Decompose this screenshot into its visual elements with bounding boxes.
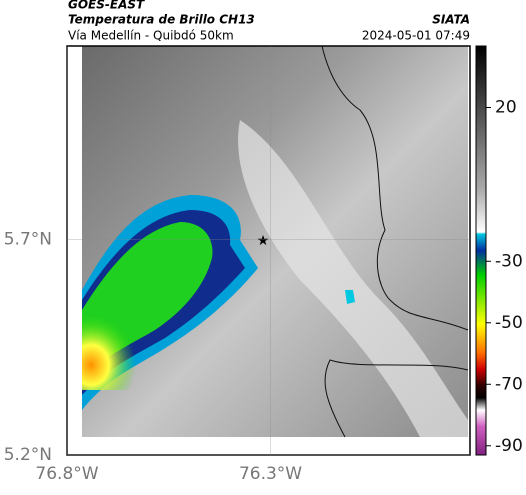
x-tick-label: 76.3°W [239,464,302,484]
imagery: ★ [82,45,469,438]
x-tick-label: 76.8°W [35,464,98,484]
colorbar-tick-label: -50 [495,313,523,333]
svg-text:★: ★ [257,233,270,249]
colorbar-tick-label: -90 [495,436,523,456]
y-tick-label: 5.2°N [4,445,52,465]
colorbar-tick-label: 20 [495,98,517,118]
colorbar-tick-label: -70 [495,374,523,394]
y-tick-label: 5.7°N [4,230,52,250]
colorbar [475,45,487,456]
source: SIATA [432,13,470,27]
subtitle: Temperatura de Brillo CH13 [68,13,255,27]
location: Vía Medellín - Quibdó 50km [68,29,234,43]
timestamp: 2024-05-01 07:49 [362,29,470,43]
title: GOES-EAST [68,0,145,12]
colorbar-tick-label: -30 [495,251,523,271]
